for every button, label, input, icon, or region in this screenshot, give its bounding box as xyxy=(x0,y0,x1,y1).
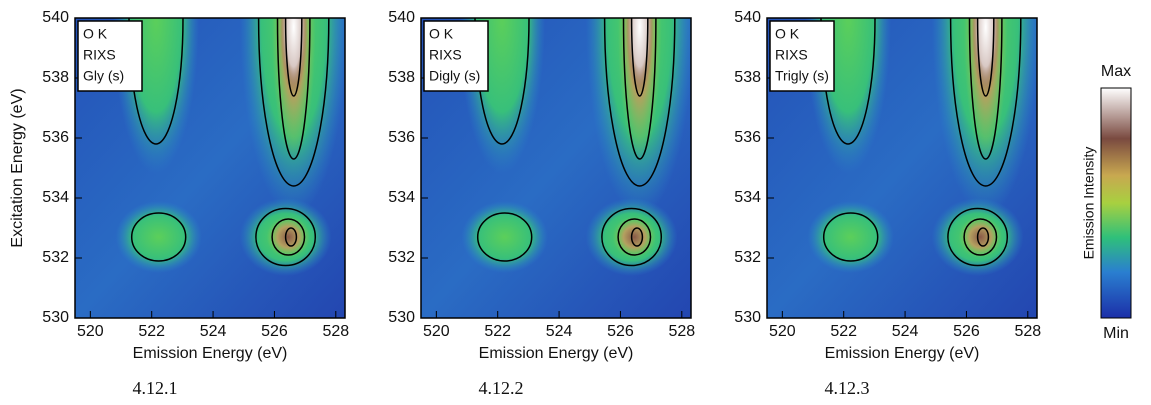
legend-box xyxy=(423,20,489,92)
panel: 520 522 524 526 528 530 532 534 536 538 540 O K RIXS… xyxy=(388,9,695,398)
y-tick-label: 538 xyxy=(734,69,761,86)
y-tick-label: 538 xyxy=(42,69,69,86)
y-tick-label: 534 xyxy=(734,189,761,206)
y-tick-label: 536 xyxy=(42,129,69,146)
colorbar-scale xyxy=(1100,87,1132,319)
y-tick-label: 532 xyxy=(734,249,761,266)
contour xyxy=(257,18,330,187)
contour xyxy=(271,218,306,256)
y-tick-label: 532 xyxy=(388,249,415,266)
x-tick-label: 526 xyxy=(607,323,634,340)
x-tick-label: 524 xyxy=(200,323,227,340)
y-tick-label: 532 xyxy=(42,249,69,266)
contour xyxy=(822,212,879,262)
intensity-region xyxy=(972,18,1000,93)
contour xyxy=(947,207,1009,267)
intensity-region xyxy=(280,18,308,93)
x-tick-label: 526 xyxy=(261,323,288,340)
legend-text: RIXS xyxy=(429,47,462,63)
contour xyxy=(617,218,652,256)
colorbar-label: Emission Intensity xyxy=(1081,147,1097,260)
colorbar: Max Min Emission Intensity xyxy=(1081,63,1132,342)
y-tick-label: 530 xyxy=(388,309,415,326)
caption: 4.12.2 xyxy=(479,378,524,398)
intensity-region xyxy=(612,216,656,258)
y-axis-label: Excitation Energy (eV) xyxy=(9,88,26,247)
panel: 520 522 524 526 528 530 532 534 536 538 540 O K RIXS… xyxy=(734,9,1041,398)
y-tick-label: 540 xyxy=(388,9,415,26)
legend-text: O K xyxy=(83,26,108,42)
y-tick-label: 540 xyxy=(734,9,761,26)
legend-text: RIXS xyxy=(775,47,808,63)
y-tick-label: 530 xyxy=(734,309,761,326)
contour xyxy=(128,18,184,145)
legend-text: Digly (s) xyxy=(429,68,480,84)
plot-frame xyxy=(74,17,346,319)
legend-box xyxy=(769,20,835,92)
intensity-region xyxy=(807,201,894,273)
contour xyxy=(284,227,298,247)
contour xyxy=(476,212,533,262)
x-tick-label: 522 xyxy=(138,323,165,340)
y-tick-label: 530 xyxy=(42,309,69,326)
plot-frame xyxy=(766,17,1038,319)
y-tick-label: 540 xyxy=(42,9,69,26)
x-axis-label: Emission Energy (eV) xyxy=(479,345,634,362)
intensity-region xyxy=(958,216,1002,258)
contour xyxy=(603,18,676,187)
intensity-region xyxy=(461,201,548,273)
legend-text: O K xyxy=(429,26,454,42)
caption: 4.12.1 xyxy=(133,378,178,398)
contour xyxy=(130,212,187,262)
x-tick-label: 524 xyxy=(546,323,573,340)
contour xyxy=(601,207,663,267)
x-tick-label: 528 xyxy=(322,323,349,340)
panel: 520 522 524 526 528 530 532 534 536 538 540 O K RIXS… xyxy=(9,9,349,398)
x-tick-label: 522 xyxy=(830,323,857,340)
contour xyxy=(976,227,990,247)
x-axis-label: Emission Energy (eV) xyxy=(825,345,980,362)
contour xyxy=(255,207,317,267)
y-tick-label: 538 xyxy=(388,69,415,86)
x-tick-label: 520 xyxy=(769,323,796,340)
intensity-region xyxy=(115,201,202,273)
contour xyxy=(622,18,657,160)
caption: 4.12.3 xyxy=(825,378,870,398)
heatmap xyxy=(75,18,345,318)
legend-box xyxy=(77,20,143,92)
contour xyxy=(949,18,1022,187)
intensity-region xyxy=(266,216,310,258)
heatmap xyxy=(767,18,1037,318)
x-axis-label: Emission Energy (eV) xyxy=(133,345,288,362)
contour xyxy=(820,18,876,145)
y-tick-label: 534 xyxy=(42,189,69,206)
x-tick-label: 520 xyxy=(77,323,104,340)
y-tick-label: 536 xyxy=(734,129,761,146)
contour xyxy=(276,18,311,160)
contour xyxy=(474,18,530,145)
contour xyxy=(976,18,995,97)
legend-text: RIXS xyxy=(83,47,116,63)
legend-text: O K xyxy=(775,26,800,42)
x-tick-label: 524 xyxy=(892,323,919,340)
colorbar-max: Max xyxy=(1101,63,1131,80)
contour xyxy=(630,227,644,247)
intensity-region xyxy=(626,18,654,93)
x-tick-label: 528 xyxy=(1014,323,1041,340)
legend-text: Gly (s) xyxy=(83,68,124,84)
contour xyxy=(630,18,649,97)
legend-text: Trigly (s) xyxy=(775,68,829,84)
contour xyxy=(968,18,1003,160)
x-tick-label: 522 xyxy=(484,323,511,340)
y-tick-label: 536 xyxy=(388,129,415,146)
colorbar-min: Min xyxy=(1103,325,1129,342)
x-tick-label: 520 xyxy=(423,323,450,340)
contour xyxy=(284,18,303,97)
x-tick-label: 526 xyxy=(953,323,980,340)
contour xyxy=(963,218,998,256)
x-tick-label: 528 xyxy=(668,323,695,340)
plot-frame xyxy=(420,17,692,319)
y-tick-label: 534 xyxy=(388,189,415,206)
